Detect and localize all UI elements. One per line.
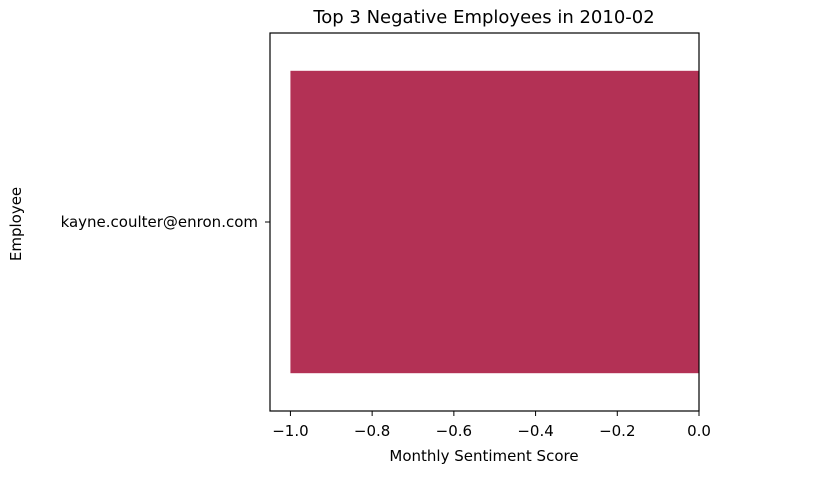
chart-title: Top 3 Negative Employees in 2010-02 <box>312 7 654 28</box>
bar-0 <box>290 70 699 374</box>
x-tick-label-5: 0.0 <box>687 422 711 440</box>
plot-area: −1.0 −0.8 −0.6 −0.4 −0.2 0.0 kayne.coulter@enr… <box>61 32 711 440</box>
x-tick-label-0: −1.0 <box>272 422 308 440</box>
x-axis-label: Monthly Sentiment Score <box>389 447 578 465</box>
y-tick-label-0: kayne.coulter@enron.com <box>61 213 258 231</box>
x-tick-label-1: −0.8 <box>354 422 390 440</box>
x-tick-label-4: −0.2 <box>599 422 635 440</box>
y-axis-label: Employee <box>7 187 25 261</box>
x-tick-label-2: −0.6 <box>436 422 472 440</box>
x-tick-label-3: −0.4 <box>517 422 553 440</box>
